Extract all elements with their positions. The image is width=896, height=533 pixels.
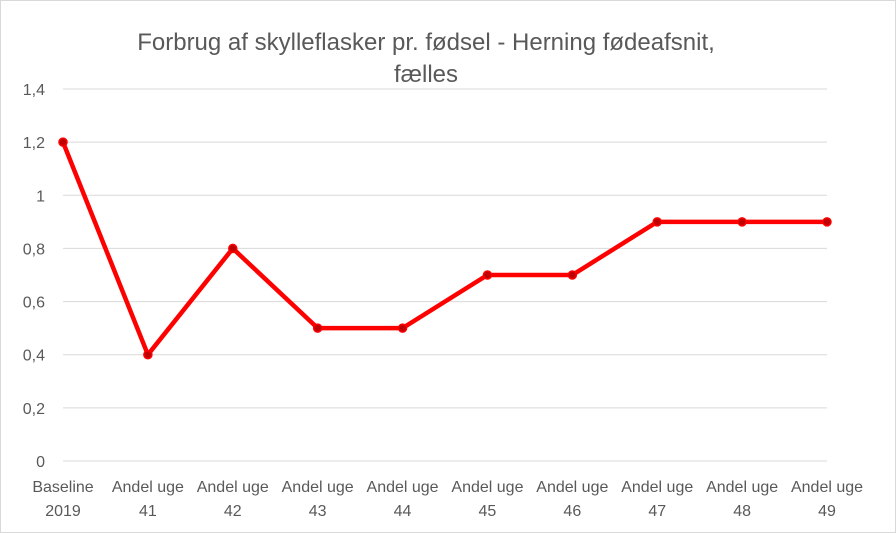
data-point-0-9 (822, 217, 832, 227)
y-tick-label-7: 1,4 (23, 82, 45, 99)
x-tick-label-5: Andel uge 45 (451, 479, 523, 520)
series-line-0 (60, 139, 830, 357)
data-point-0-4 (397, 323, 408, 333)
chart-title-line-2: fælles (393, 61, 459, 88)
data-point-0-8 (737, 217, 747, 227)
y-tick-label-3: 0,6 (23, 295, 45, 312)
y-tick-label-1: 0,2 (23, 401, 45, 418)
x-tick-label-7: Andel uge 47 (621, 479, 693, 520)
x-tick-label-2: Andel uge 42 (197, 479, 269, 520)
x-tick-label-3: Andel uge 43 (282, 479, 354, 520)
data-point-0-2 (228, 243, 238, 254)
data-point-0-1 (143, 349, 153, 360)
x-tick-label-0: Baseline 2019 (32, 479, 93, 520)
chart-title: Forbrug af skylleflasker pr. fødsel - He… (1, 27, 851, 91)
x-tick-label-9: Andel uge 49 (791, 479, 863, 520)
y-tick-label-4: 0,8 (23, 241, 45, 258)
data-point-0-3 (312, 323, 323, 333)
x-tick-label-4: Andel uge 44 (367, 479, 439, 520)
series-layer (58, 137, 832, 360)
x-tick-label-1: Andel uge 41 (112, 479, 184, 520)
y-tick-label-6: 1,2 (23, 135, 45, 152)
y-axis-ticks: 0 0,2 0,4 0,6 0,8 1 1,2 1,4 (23, 82, 45, 471)
data-point-0-6 (567, 270, 578, 280)
data-point-0-5 (482, 270, 493, 280)
x-axis-ticks: Baseline 2019 Andel uge 41 Andel uge 42 Andel … (32, 479, 863, 520)
data-point-0-0 (58, 137, 68, 147)
y-tick-label-2: 0,4 (23, 348, 45, 365)
chart-title-line-1: Forbrug af skylleflasker pr. fødsel - He… (137, 29, 715, 56)
y-tick-label-5: 1 (36, 188, 45, 205)
x-tick-label-8: Andel uge 48 (706, 479, 778, 520)
gridlines (63, 88, 827, 462)
x-tick-label-6: Andel uge 46 (536, 479, 608, 520)
y-tick-label-0: 0 (36, 454, 45, 471)
data-point-0-7 (652, 217, 662, 227)
